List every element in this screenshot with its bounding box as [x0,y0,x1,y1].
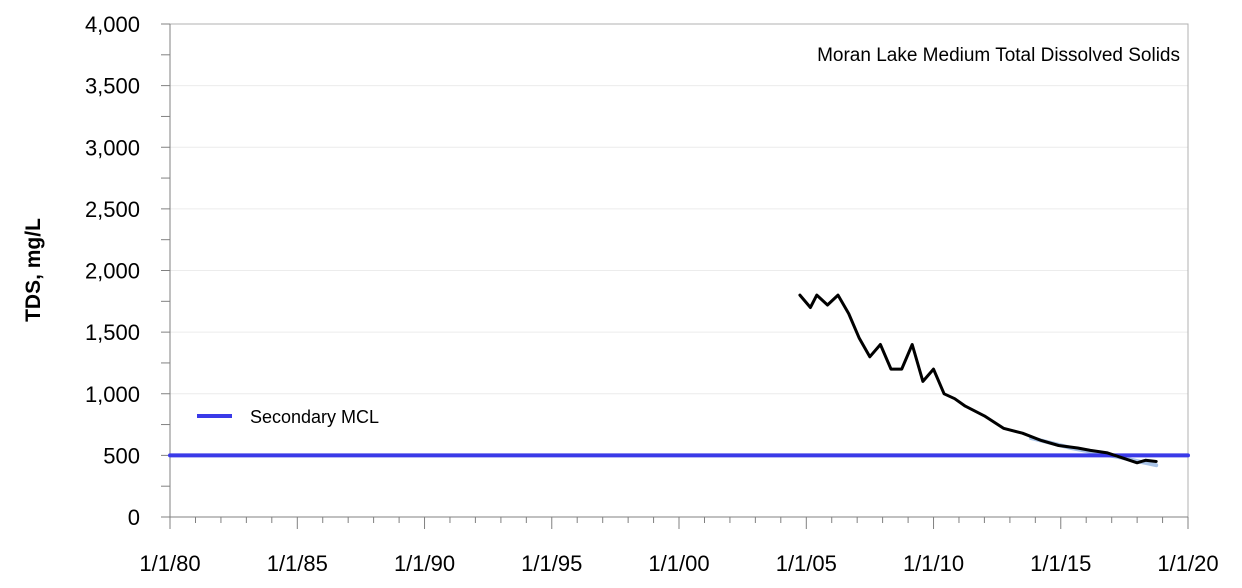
gridlines [170,85,1188,456]
x-tick-label: 1/1/95 [521,551,582,576]
y-axis: 0 500 1,000 1,500 2,000 2,500 3,000 3,500 4,000 [85,12,171,530]
legend: Secondary MCL [197,407,379,427]
y-axis-label: TDS, mg/L [22,218,45,322]
y-tick-label: 1,000 [85,382,140,407]
y-tick-label: 0 [128,505,140,530]
x-tick-label: 1/1/05 [776,551,837,576]
x-tick-label: 1/1/80 [139,551,200,576]
x-axis: 1/1/80 1/1/85 1/1/90 1/1/95 1/1/00 1/1/05 1/1/… [139,516,1219,576]
y-tick-label: 2,000 [85,259,140,284]
chart-title: Moran Lake Medium Total Dissolved Solids [817,45,1180,66]
y-tick-label: 4,000 [85,12,140,37]
series-layer [168,293,1190,468]
x-tick-label: 1/1/85 [267,551,328,576]
tds-series-line [798,293,1158,465]
x-tick-label: 1/1/10 [903,551,964,576]
x-tick-label: 1/1/20 [1157,551,1218,576]
x-tick-label: 1/1/15 [1030,551,1091,576]
legend-label: Secondary MCL [250,407,379,427]
x-tick-label: 1/1/90 [394,551,455,576]
y-tick-label: 3,000 [85,135,140,160]
y-tick-label: 500 [103,443,140,468]
y-tick-label: 3,500 [85,74,140,99]
y-tick-label: 1,500 [85,320,140,345]
y-tick-label: 2,500 [85,197,140,222]
x-tick-label: 1/1/00 [648,551,709,576]
